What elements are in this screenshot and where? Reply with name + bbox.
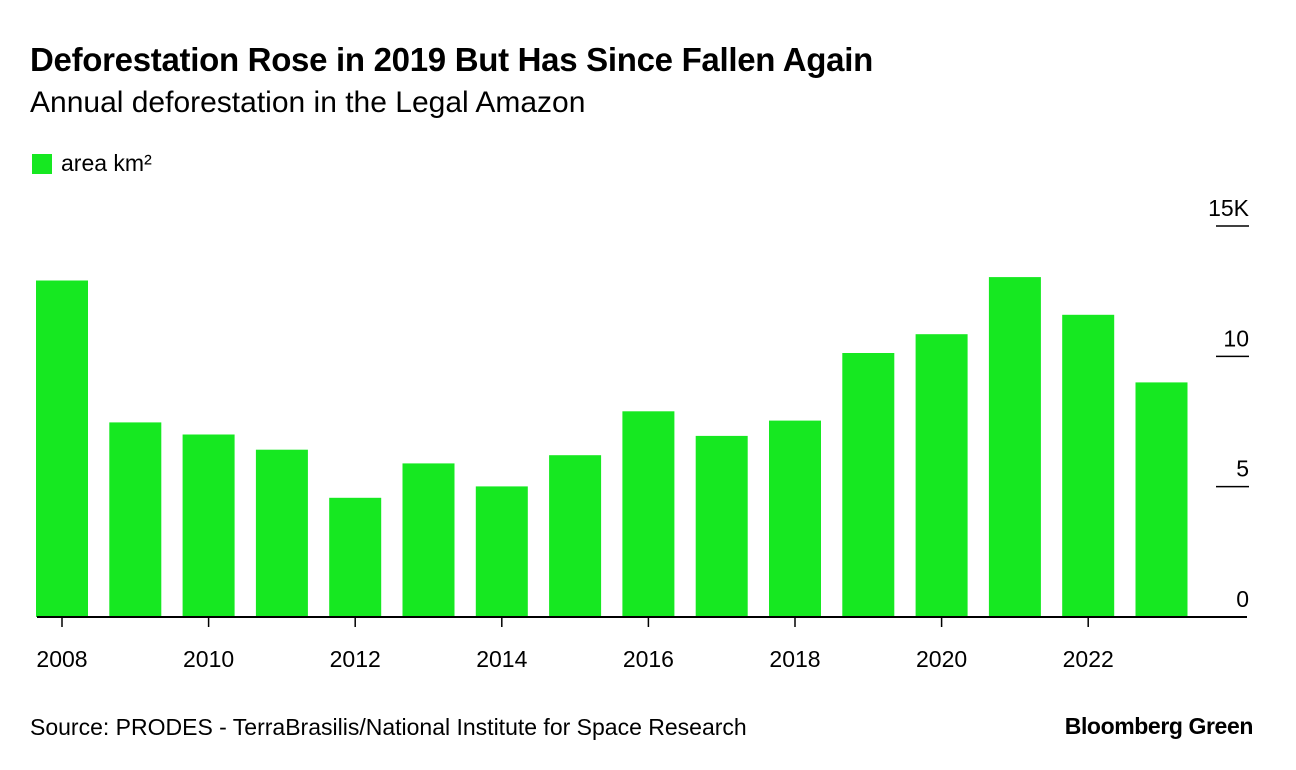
- chart-subtitle: Annual deforestation in the Legal Amazon: [30, 86, 586, 119]
- bar-2012: [329, 497, 382, 617]
- y-tick-label-0: 0: [1236, 586, 1249, 612]
- x-tick-label-2020: 2020: [916, 646, 967, 672]
- x-tick-label-2016: 2016: [623, 646, 674, 672]
- bar-chart: 0 5 10 15K 2008 2010 2012 2014 2016 2018 2020 2022: [36, 195, 1250, 672]
- bar-2021: [988, 277, 1041, 617]
- bar-2014: [475, 486, 528, 617]
- bar-2015: [549, 455, 602, 617]
- y-tick-label-10: 10: [1223, 325, 1249, 351]
- bar-2016: [622, 411, 675, 617]
- bar-2019: [842, 353, 895, 617]
- x-tick-label-2014: 2014: [476, 646, 527, 672]
- x-tick-label-2010: 2010: [183, 646, 234, 672]
- bar-2013: [402, 463, 455, 617]
- bar-2023: [1135, 382, 1188, 617]
- chart-title: Deforestation Rose in 2019 But Has Since…: [30, 41, 873, 78]
- legend-swatch: [32, 153, 52, 174]
- x-tick-label-2018: 2018: [769, 646, 820, 672]
- bar-2022: [1062, 314, 1115, 617]
- legend-label: area km²: [61, 150, 152, 176]
- x-tick-label-2022: 2022: [1063, 646, 1114, 672]
- x-tick-label-2012: 2012: [330, 646, 381, 672]
- source-note: Source: PRODES - TerraBrasilis/National …: [30, 714, 747, 740]
- bar-2009: [109, 422, 162, 617]
- brand-logo: Bloomberg Green: [1064, 713, 1254, 739]
- bar-2018: [769, 420, 821, 617]
- bar-2008: [36, 280, 88, 617]
- y-tick-label-15K: 15K: [1208, 195, 1250, 221]
- bar-2010: [182, 434, 235, 617]
- bar-2011: [255, 449, 308, 617]
- bar-2020: [915, 334, 968, 617]
- y-tick-label-5: 5: [1236, 456, 1249, 482]
- x-tick-label-2008: 2008: [36, 646, 87, 672]
- bar-2017: [695, 435, 748, 617]
- legend: area km²: [32, 150, 152, 177]
